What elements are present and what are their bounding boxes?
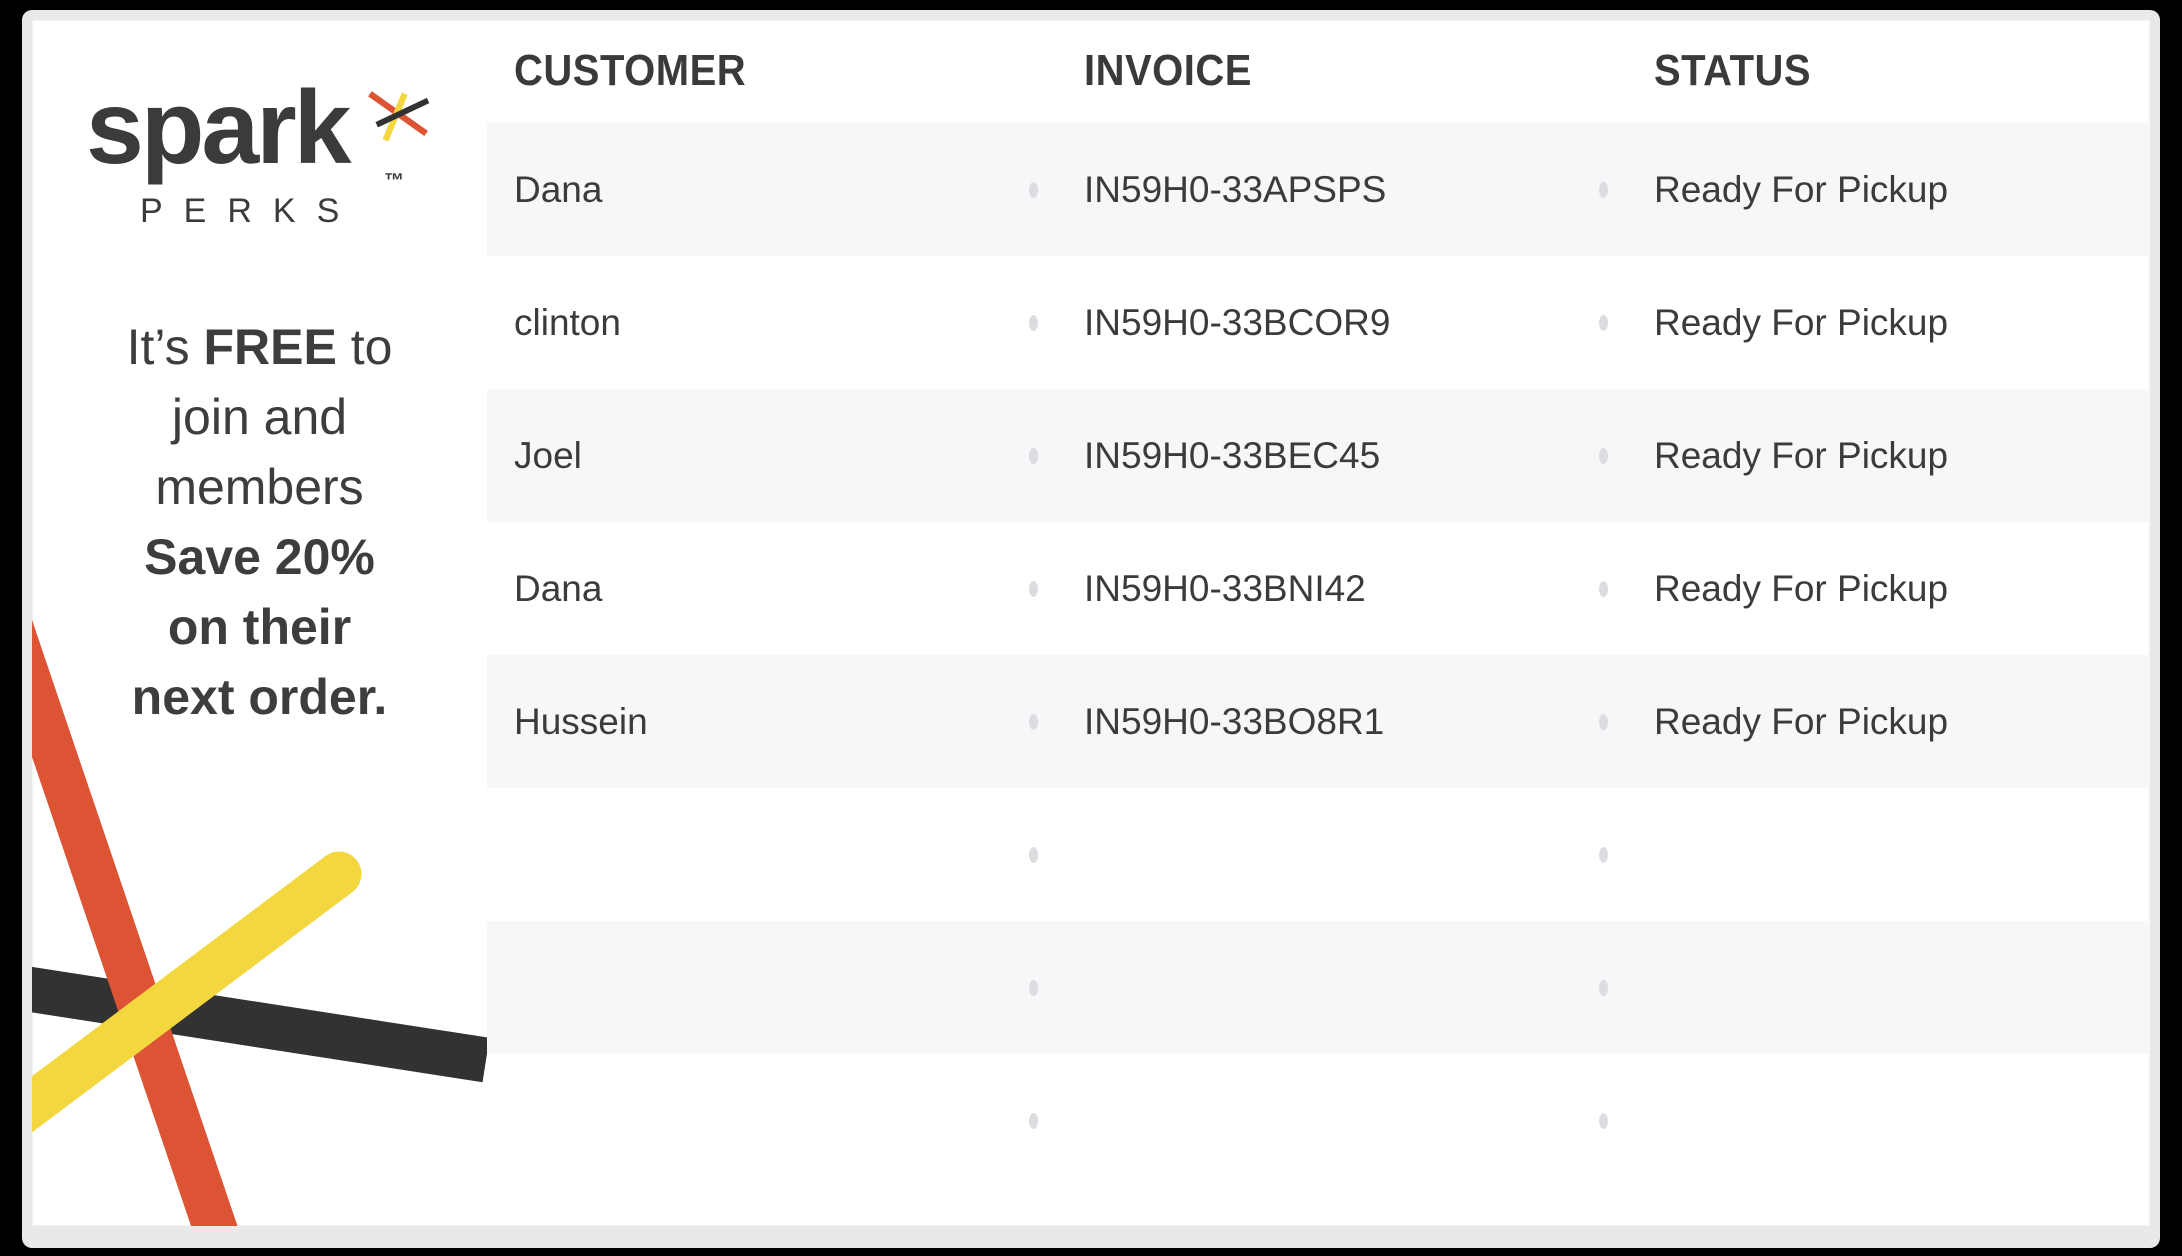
invoice-cell: IN59H0-33BNI42 xyxy=(1029,568,1599,610)
invoice-cell xyxy=(1029,1112,1599,1129)
decorative-strokes xyxy=(32,619,490,1226)
promo-line: on their xyxy=(167,599,352,655)
invoice-text: IN59H0-33APSPS xyxy=(1084,168,1387,210)
trademark-symbol: ™ xyxy=(384,170,404,192)
separator-dot xyxy=(1599,181,1608,198)
customer-cell: Dana xyxy=(514,567,603,609)
customer-cell: Joel xyxy=(514,434,582,476)
spark-asterisk-icon xyxy=(368,91,430,142)
separator-dot xyxy=(1029,447,1038,464)
promo-text: It’s FREE to join and members Save 20% on th… xyxy=(32,312,487,732)
status-cell: Ready For Pickup xyxy=(1599,169,2150,211)
status-text: Ready For Pickup xyxy=(1654,700,1949,742)
separator-dot xyxy=(1599,314,1608,331)
logo-subtitle: PERKS xyxy=(140,192,361,230)
promo-line: next order. xyxy=(131,669,388,725)
table-row: Joel IN59H0-33BEC45 Ready For Pickup xyxy=(487,389,2150,522)
invoice-text: IN59H0-33BNI42 xyxy=(1084,567,1366,609)
table-header: CUSTOMER INVOICE STATUS xyxy=(487,20,2150,123)
kiosk-window: spark ™ PERKS It’s FREE to join and member… xyxy=(22,10,2160,1248)
table-row: Dana IN59H0-33APSPS Ready For Pickup xyxy=(487,123,2150,256)
column-header-customer: CUSTOMER xyxy=(514,47,747,95)
promo-line: It’s FREE to xyxy=(126,319,393,375)
invoice-cell xyxy=(1029,979,1599,996)
invoice-cell: IN59H0-33BO8R1 xyxy=(1029,701,1599,743)
invoice-cell: IN59H0-33BEC45 xyxy=(1029,435,1599,477)
separator-dot xyxy=(1029,846,1038,863)
status-cell: Ready For Pickup xyxy=(1599,568,2150,610)
column-header-status: STATUS xyxy=(1654,47,1812,95)
table-row: clinton IN59H0-33BCOR9 Ready For Pickup xyxy=(487,256,2150,389)
pickup-table: CUSTOMER INVOICE STATUS Dana IN59H0-33APS… xyxy=(487,20,2150,1226)
status-cell: Ready For Pickup xyxy=(1599,435,2150,477)
column-header-invoice: INVOICE xyxy=(1084,47,1252,95)
separator-dot xyxy=(1029,181,1038,198)
separator-dot xyxy=(1599,713,1608,730)
customer-cell: Dana xyxy=(514,168,603,210)
invoice-text: IN59H0-33BCOR9 xyxy=(1084,301,1391,343)
promo-line: join and xyxy=(171,389,348,445)
status-cell xyxy=(1599,1112,2150,1129)
separator-dot xyxy=(1599,979,1608,996)
status-text: Ready For Pickup xyxy=(1654,168,1949,210)
separator-dot xyxy=(1599,846,1608,863)
separator-dot xyxy=(1599,1112,1608,1129)
separator-dot xyxy=(1029,314,1038,331)
yellow-stroke-graphic xyxy=(32,856,353,1132)
black-stroke-graphic xyxy=(32,966,490,1083)
table-row: Dana IN59H0-33BNI42 Ready For Pickup xyxy=(487,522,2150,655)
invoice-text: IN59H0-33BEC45 xyxy=(1084,434,1381,476)
invoice-cell: IN59H0-33BCOR9 xyxy=(1029,302,1599,344)
table-row: Hussein IN59H0-33BO8R1 Ready For Pickup xyxy=(487,655,2150,788)
status-text: Ready For Pickup xyxy=(1654,301,1949,343)
sidebar: spark ™ PERKS It’s FREE to join and member… xyxy=(32,20,487,1226)
invoice-cell: IN59H0-33APSPS xyxy=(1029,169,1599,211)
status-text: Ready For Pickup xyxy=(1654,567,1949,609)
promo-line: members xyxy=(155,459,364,515)
table-body: Dana IN59H0-33APSPS Ready For Pickup clinto… xyxy=(487,123,2150,1187)
red-stroke-graphic xyxy=(32,619,238,1226)
separator-dot xyxy=(1029,580,1038,597)
yellow-stroke-cap xyxy=(316,851,362,897)
separator-dot xyxy=(1599,447,1608,464)
status-cell: Ready For Pickup xyxy=(1599,302,2150,344)
separator-dot xyxy=(1029,979,1038,996)
customer-cell: clinton xyxy=(514,301,621,343)
separator-dot xyxy=(1029,1112,1038,1129)
promo-line: Save 20% xyxy=(144,529,375,585)
logo-wordmark: spark xyxy=(86,70,352,186)
status-cell: Ready For Pickup xyxy=(1599,701,2150,743)
table-row xyxy=(487,1054,2150,1187)
table-row xyxy=(487,788,2150,921)
table-row xyxy=(487,921,2150,1054)
status-cell xyxy=(1599,979,2150,996)
separator-dot xyxy=(1029,713,1038,730)
invoice-cell xyxy=(1029,846,1599,863)
customer-cell: Hussein xyxy=(514,700,648,742)
status-cell xyxy=(1599,846,2150,863)
invoice-text: IN59H0-33BO8R1 xyxy=(1084,700,1385,742)
content-area: spark ™ PERKS It’s FREE to join and member… xyxy=(32,20,2150,1226)
status-text: Ready For Pickup xyxy=(1654,434,1949,476)
separator-dot xyxy=(1599,580,1608,597)
